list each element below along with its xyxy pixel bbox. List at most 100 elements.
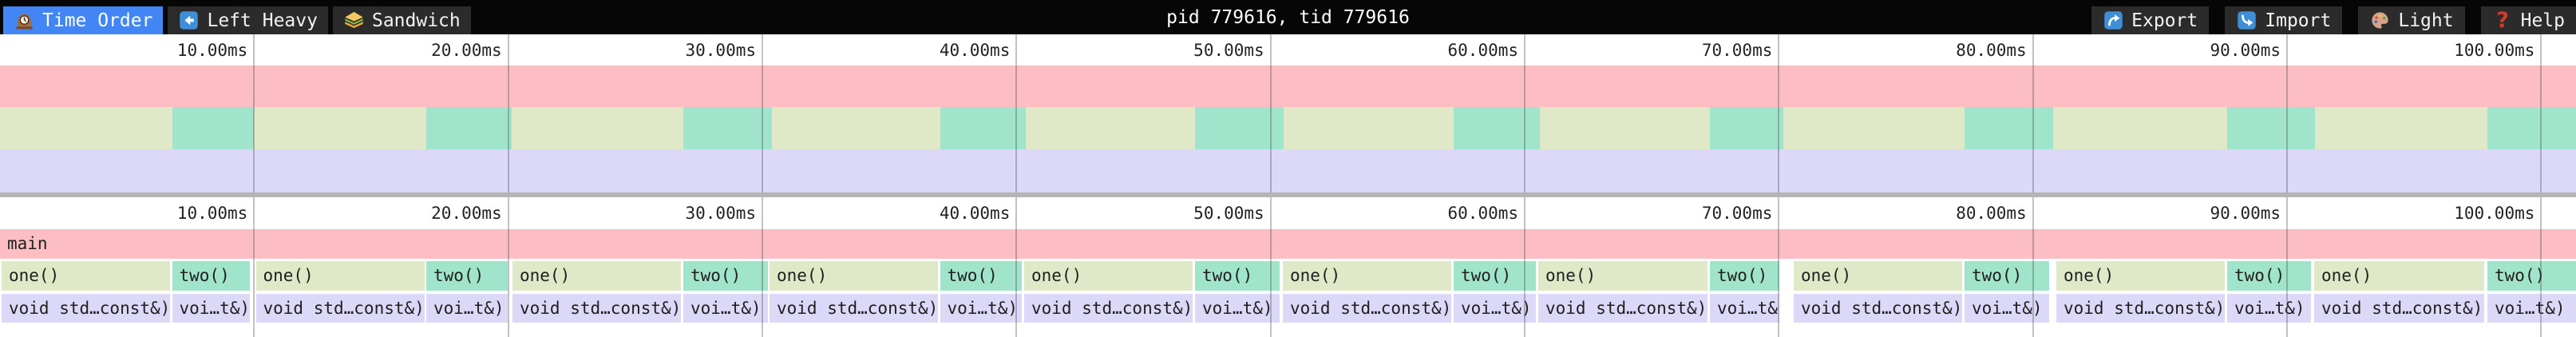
frame-label: void std…const&) xyxy=(263,299,425,318)
frame-one[interactable]: one() xyxy=(2314,261,2484,291)
import-icon xyxy=(2236,10,2257,31)
minimap-time-axis: 10.00ms 20.00ms 30.00ms 40.00ms 50.00ms 60.00… xyxy=(0,34,2576,65)
minimap-band-depth1 xyxy=(0,107,2576,149)
frame-sleep-under-two[interactable]: voi…t&) xyxy=(2227,294,2311,323)
frame-sleep-under-one[interactable]: void std…const&) xyxy=(1794,294,1962,323)
flamechart[interactable]: 10.00ms 20.00ms 30.00ms 40.00ms 50.00ms 60.00… xyxy=(0,197,2576,337)
frame-sleep-under-one[interactable]: void std…const&) xyxy=(1538,294,1707,323)
frame-one[interactable]: one() xyxy=(770,261,938,291)
frame-sleep-under-one[interactable]: void std…const&) xyxy=(1024,294,1193,323)
frame-one[interactable]: one() xyxy=(1024,261,1193,291)
time-tick-label: 100.00ms xyxy=(2454,204,2535,223)
frame-two[interactable]: two() xyxy=(2227,261,2311,291)
frame-sleep-under-one[interactable]: void std…const&) xyxy=(255,294,425,323)
time-tick-label: 80.00ms xyxy=(1956,41,2027,60)
frame-sleep-under-two[interactable]: voi…t&) xyxy=(426,294,508,323)
frame-label: one() xyxy=(1801,266,1852,285)
frame-two[interactable]: two() xyxy=(683,261,768,291)
frame-label: voi…t&) xyxy=(2495,299,2566,318)
frame-two[interactable]: two() xyxy=(2487,261,2576,291)
frame-label: voi…t&) xyxy=(2234,299,2305,318)
export-button[interactable]: Export xyxy=(2091,6,2210,34)
frame-sleep-under-two[interactable]: voi…t&) xyxy=(940,294,1022,323)
frame-sleep-under-one[interactable]: void std…const&) xyxy=(2314,294,2484,323)
frame-two[interactable]: two() xyxy=(1195,261,1280,291)
frame-sleep-under-two[interactable]: voi…t&) xyxy=(172,294,250,323)
frame-label: void std…const&) xyxy=(1545,299,1707,318)
import-button[interactable]: Import xyxy=(2225,6,2343,34)
frame-sleep-under-one[interactable]: void std…const&) xyxy=(512,294,681,323)
frame-one[interactable]: one() xyxy=(1538,261,1707,291)
tab-label: Sandwich xyxy=(371,10,461,31)
frame-sleep-under-two[interactable]: voi…t&) xyxy=(683,294,768,323)
flamechart-row-depth1: one() two() one() two() one() two() one() two()… xyxy=(0,261,2576,291)
frame-two[interactable]: two() xyxy=(940,261,1022,291)
export-icon xyxy=(2103,10,2124,31)
button-label: Light xyxy=(2398,10,2454,31)
frame-label: void std…const&) xyxy=(9,299,170,318)
frame-one[interactable]: one() xyxy=(2056,261,2225,291)
frame-two[interactable]: two() xyxy=(426,261,508,291)
frame-label: one() xyxy=(1290,266,1341,285)
frame-one[interactable]: one() xyxy=(512,261,681,291)
button-label: Help xyxy=(2520,10,2565,31)
frame-sleep-under-two[interactable]: voi…t&) xyxy=(1965,294,2049,323)
frame-label: void std…const&) xyxy=(520,299,681,318)
frame-label: two() xyxy=(1972,266,2023,285)
frame-two[interactable]: two() xyxy=(1710,261,1779,291)
frame-label: void std…const&) xyxy=(777,299,938,318)
frame-label: voi…t&) xyxy=(1461,299,1532,318)
minimap[interactable]: 10.00ms 20.00ms 30.00ms 40.00ms 50.00ms 60.00… xyxy=(0,34,2576,192)
frame-label: void std…const&) xyxy=(1290,299,1451,318)
theme-button[interactable]: Light xyxy=(2358,6,2465,34)
frame-label: one() xyxy=(9,266,60,285)
frame-label: voi…t&) xyxy=(690,299,762,318)
tab-sandwich[interactable]: Sandwich xyxy=(332,6,471,34)
frame-sleep-under-one[interactable]: void std…const&) xyxy=(1283,294,1451,323)
frame-label: one() xyxy=(1545,266,1597,285)
time-tick-label: 20.00ms xyxy=(431,204,502,223)
tab-label: Left Heavy xyxy=(207,10,318,31)
time-tick-label: 50.00ms xyxy=(1193,41,1264,60)
toolbar-buttons: Export Import xyxy=(2091,6,2576,34)
frame-one[interactable]: one() xyxy=(255,261,425,291)
frame-label: voi…t&) xyxy=(433,299,505,318)
flamechart-row-root: main xyxy=(0,229,2576,259)
time-tick-label: 40.00ms xyxy=(939,41,1011,60)
time-tick-label: 10.00ms xyxy=(176,41,248,60)
time-tick-label: 60.00ms xyxy=(1447,204,1519,223)
frame-sleep-under-two[interactable]: voi…t&) xyxy=(1454,294,1536,323)
frame-label: two() xyxy=(1202,266,1253,285)
frame-label: voi…t&) xyxy=(1202,299,1273,318)
pane-divider[interactable] xyxy=(0,192,2576,197)
frame-two[interactable]: two() xyxy=(172,261,250,291)
frame-label: voi…t&) xyxy=(1972,299,2043,318)
button-label: Export xyxy=(2131,10,2198,31)
frame-sleep-under-two[interactable]: voi…t&) xyxy=(1710,294,1779,323)
flamechart-time-axis: 10.00ms 20.00ms 30.00ms 40.00ms 50.00ms 60.00… xyxy=(0,197,2576,229)
frame-sleep-under-one[interactable]: void std…const&) xyxy=(2056,294,2225,323)
frame-one[interactable]: one() xyxy=(1794,261,1962,291)
frame-one[interactable]: one() xyxy=(1283,261,1451,291)
time-tick-label: 100.00ms xyxy=(2454,41,2535,60)
tab-left-heavy[interactable]: Left Heavy xyxy=(168,6,328,34)
tab-label: Time Order xyxy=(42,10,153,31)
frame-one[interactable]: one() xyxy=(2,261,170,291)
frame-two[interactable]: two() xyxy=(1454,261,1536,291)
time-tick-label: 30.00ms xyxy=(685,204,757,223)
button-label: Import xyxy=(2265,10,2332,31)
frame-sleep-under-one[interactable]: void std…const&) xyxy=(2,294,170,323)
help-button[interactable]: ? Help xyxy=(2480,6,2576,34)
frame-sleep-under-one[interactable]: void std…const&) xyxy=(770,294,938,323)
time-tick-label: 70.00ms xyxy=(1701,204,1773,223)
frame-main[interactable]: main xyxy=(0,229,2576,259)
frame-sleep-under-two[interactable]: voi…t&) xyxy=(1195,294,1280,323)
frame-two[interactable]: two() xyxy=(1965,261,2049,291)
clock-icon xyxy=(14,10,35,31)
time-tick-label: 40.00ms xyxy=(939,204,1011,223)
tab-time-order[interactable]: Time Order xyxy=(3,6,164,34)
frame-sleep-under-two[interactable]: voi…t&) xyxy=(2487,294,2576,323)
frame-label: one() xyxy=(1031,266,1082,285)
minimap-frame-two xyxy=(1454,107,1540,149)
frame-label: two() xyxy=(690,266,742,285)
